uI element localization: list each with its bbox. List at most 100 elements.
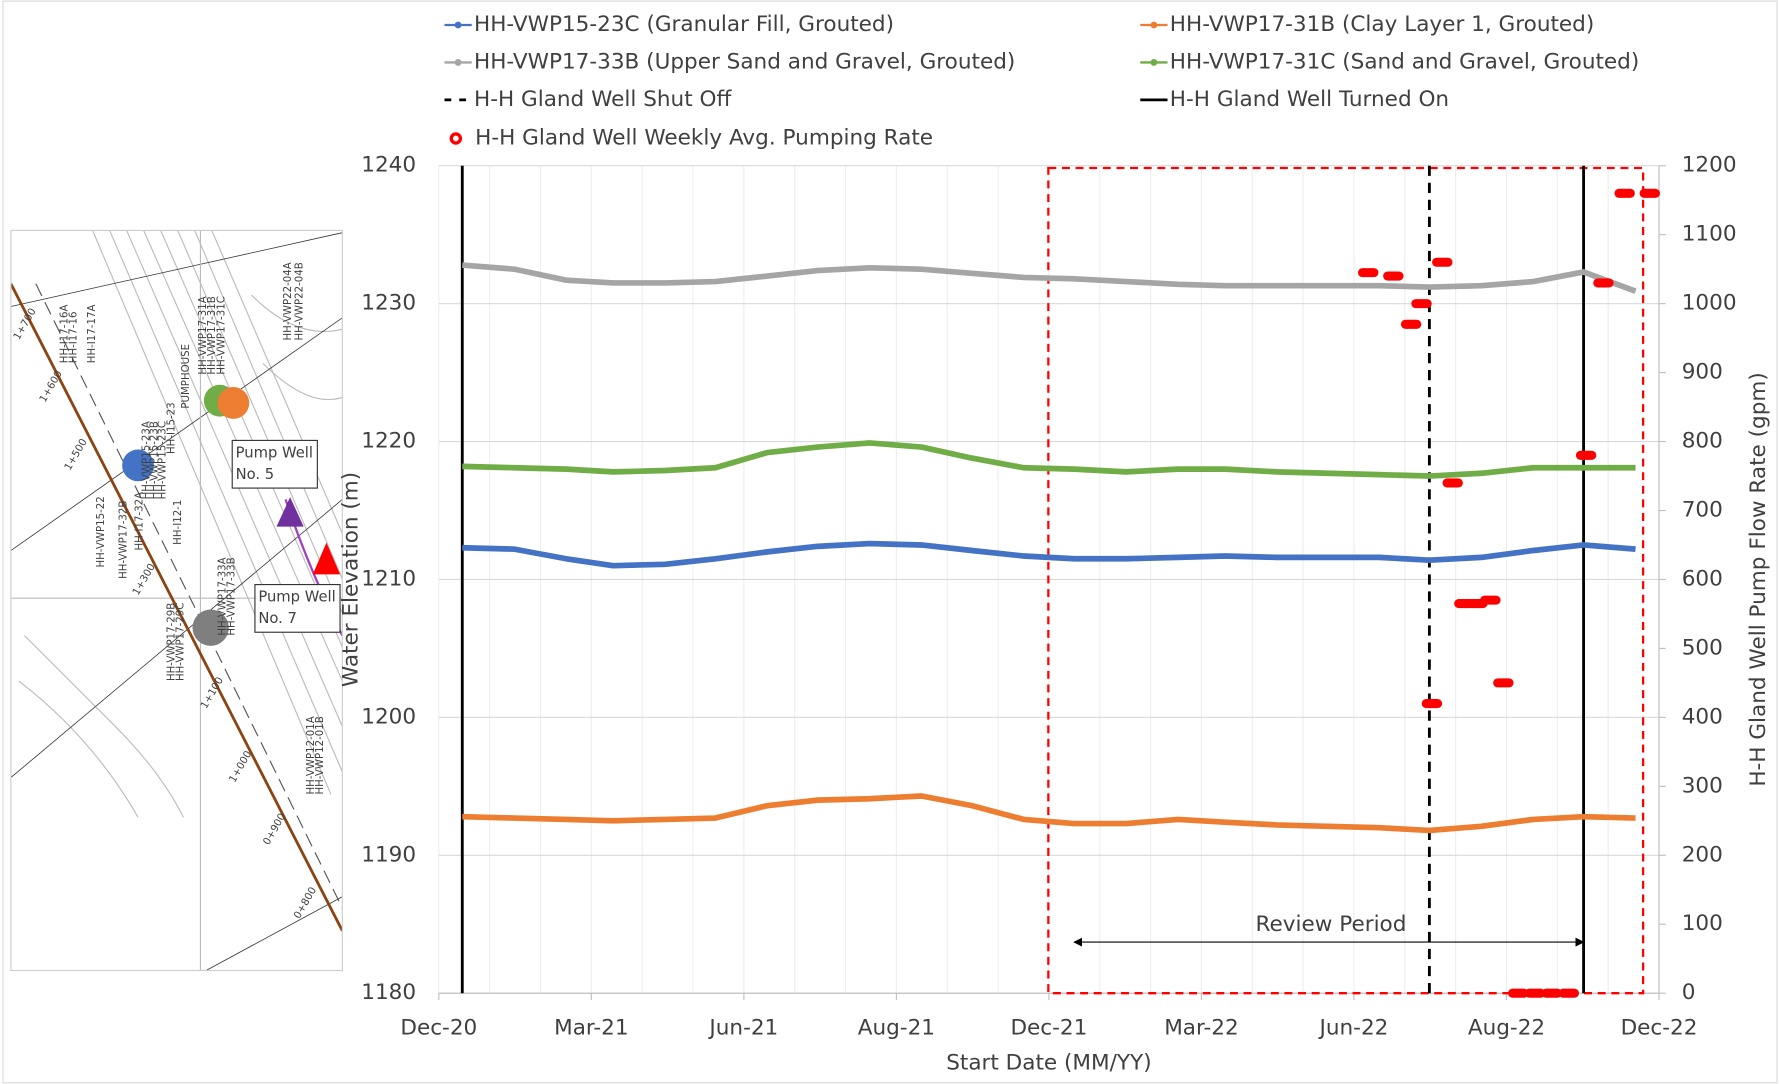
legend-label: HH-VWP17-31C (Sand and Gravel, Grouted)	[1170, 49, 1639, 74]
callout-box	[254, 583, 341, 633]
rate-point	[1480, 595, 1501, 605]
map-label: HH-VWP22-04B	[295, 262, 306, 340]
grid-lines-map	[10, 230, 343, 971]
map-label: HH-VWP17-31B	[207, 296, 218, 374]
rate-point	[1493, 678, 1514, 688]
y2-axis-label: H-H Gland Well Pump Flow Rate (gpm)	[1746, 372, 1771, 786]
well-dot	[122, 449, 154, 482]
rate-point	[1639, 188, 1661, 198]
x-tick-label: Jun-21	[707, 1015, 778, 1040]
legend-dot	[1150, 59, 1158, 66]
y-tick-label: 1210	[361, 566, 416, 591]
y2-tick-label: 200	[1682, 842, 1723, 867]
map-border	[10, 229, 343, 972]
y-tick-label: 1190	[361, 842, 416, 867]
x-tick-label: Aug-21	[858, 1015, 935, 1040]
x-tick-label: Mar-22	[1164, 1015, 1238, 1040]
y-tick-label: 1240	[361, 153, 416, 178]
annotation: Review Period	[1256, 912, 1407, 937]
callout-text: No. 5	[236, 466, 275, 483]
legend-label: HH-VWP17-31B (Clay Layer 1, Grouted)	[1170, 12, 1594, 37]
map-label: HH-VWP17-32B	[119, 501, 130, 579]
rate-point	[1524, 988, 1546, 998]
map-label: HH-VWP15-23A	[141, 421, 152, 499]
map-label: HH-VWP17-29B	[166, 603, 177, 681]
y-tick-label: 1180	[361, 980, 416, 1005]
callout-text: No. 7	[258, 610, 297, 627]
map-label: HH-I17-32A	[135, 492, 146, 551]
y2-tick-label: 100	[1682, 911, 1723, 936]
rate-point	[1357, 268, 1379, 278]
y2-tick-label: 600	[1682, 566, 1723, 591]
series-line	[462, 793, 1636, 834]
y2-tick-label: 400	[1682, 704, 1723, 729]
rate-point	[1541, 988, 1562, 998]
map-label: HH-VWP22-04A	[283, 262, 294, 340]
legend-label: H-H Gland Well Shut Off	[474, 87, 732, 112]
legend-label: H-H Gland Well Weekly Avg. Pumping Rate	[475, 125, 933, 150]
legend-dot	[1150, 21, 1158, 29]
series-line	[462, 540, 1636, 569]
legend-dot	[454, 21, 462, 29]
rate-point	[1442, 478, 1463, 488]
pump-well-marker	[312, 542, 341, 575]
rate-point	[1614, 188, 1635, 198]
y-tick-label: 1220	[361, 429, 416, 454]
rate-point	[1411, 299, 1432, 309]
map-label: HH-VWP17-33B	[226, 557, 237, 635]
x-tick-label: Dec-21	[1010, 1015, 1087, 1040]
map-label: HH-I17-16A	[60, 305, 71, 364]
map-label: HH-VWP17-31A	[198, 296, 209, 374]
y2-tick-label: 800	[1682, 429, 1723, 454]
review-box	[1047, 166, 1645, 995]
legend-label: H-H Gland Well Turned On	[1170, 87, 1449, 112]
map-label: HH-VWP12-01A	[306, 716, 317, 794]
contours	[18, 230, 343, 818]
map-label: HH-VWP15-23B	[149, 421, 160, 499]
map-label: PUMPHOUSE	[181, 344, 192, 409]
callout-box	[231, 439, 318, 489]
rate-point	[1558, 988, 1580, 998]
y2-tick-label: 500	[1682, 635, 1723, 660]
map-label: HH-VWP12-01B	[315, 716, 326, 794]
map-label: HH-I12-1	[173, 500, 184, 545]
x-axis-label: Start Date (MM/YY)	[946, 1051, 1151, 1076]
pump-well-marker	[276, 497, 304, 527]
map-label: HH-I17-16	[69, 312, 80, 364]
map-label: HH-VWP17-29C	[175, 603, 186, 681]
y2-tick-label: 1200	[1682, 153, 1737, 178]
y2-tick-label: 0	[1682, 980, 1696, 1005]
series-line	[462, 440, 1636, 479]
y2-tick-label: 900	[1682, 360, 1723, 385]
legend-label: HH-VWP17-33B (Upper Sand and Gravel, Gro…	[474, 49, 1015, 74]
rate-point	[1383, 271, 1404, 281]
rate-point	[1432, 257, 1453, 267]
legend-dot	[449, 132, 463, 145]
rate-point	[1508, 988, 1529, 998]
rate-point	[1593, 278, 1614, 288]
callout-text: Pump Well	[258, 589, 335, 606]
y-axis-label: Water Elevation (m)	[338, 472, 363, 687]
centerline	[35, 283, 343, 909]
callout-text: Pump Well	[236, 444, 313, 461]
y2-tick-label: 300	[1682, 773, 1723, 798]
y-tick-label: 1230	[361, 291, 416, 316]
alignment	[10, 283, 343, 932]
rate-point	[1421, 699, 1443, 709]
map-label: HH-VWP17-31C	[216, 296, 227, 374]
map-label: HH-VWP15-22	[96, 496, 107, 567]
well-dot	[217, 387, 250, 419]
map-label: HH-I15-23	[166, 402, 177, 454]
well-dot	[192, 609, 229, 646]
y-tick-label: 1200	[361, 704, 416, 729]
x-tick-label: Jun-22	[1318, 1015, 1389, 1040]
y2-tick-label: 700	[1682, 498, 1723, 523]
x-tick-label: Aug-22	[1468, 1015, 1545, 1040]
x-tick-label: Mar-21	[554, 1015, 628, 1040]
rate-point	[1400, 319, 1422, 329]
legend-dot	[454, 59, 462, 66]
map-label: HH-I17-17A	[87, 305, 98, 364]
x-tick-label: Dec-22	[1621, 1015, 1698, 1040]
